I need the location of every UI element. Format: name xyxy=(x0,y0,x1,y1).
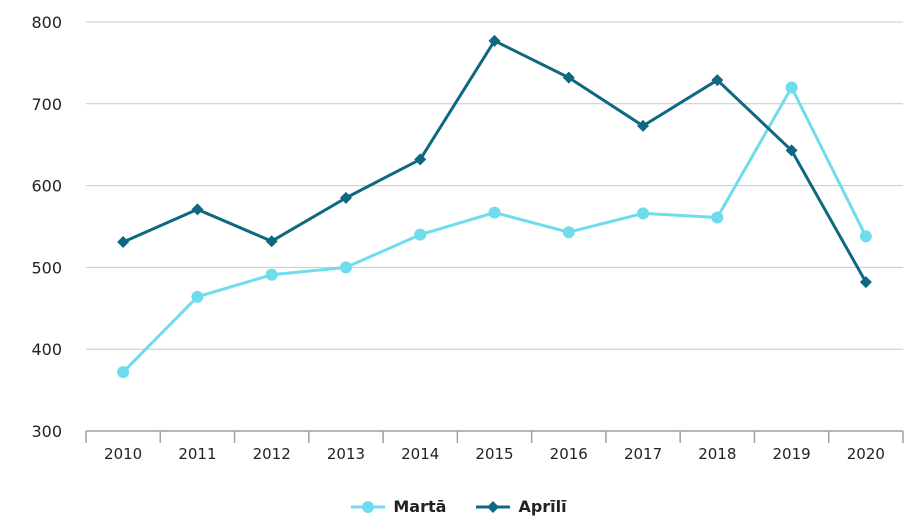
data-point xyxy=(191,290,204,303)
y-tick-label: 500 xyxy=(31,258,62,277)
x-tick-label: 2015 xyxy=(475,445,513,463)
legend-label-aprili: Aprīlī xyxy=(518,497,567,516)
y-tick-label: 400 xyxy=(31,340,62,359)
data-point xyxy=(711,74,724,87)
data-point xyxy=(339,191,352,204)
y-tick-label: 300 xyxy=(31,422,62,441)
data-point xyxy=(785,144,798,157)
legend-diamond-marker-icon xyxy=(476,500,511,513)
data-point xyxy=(265,235,278,248)
data-point xyxy=(711,211,724,224)
data-point xyxy=(785,81,798,94)
data-point xyxy=(859,276,872,289)
x-tick-label: 2013 xyxy=(327,445,365,463)
data-point xyxy=(191,203,204,216)
line-chart: 300 400 500 600 700 800 2010 2011 2012 2013 2014 20… xyxy=(31,13,904,463)
data-point xyxy=(637,119,650,132)
legend-item-aprili[interactable]: Aprīlī xyxy=(476,497,567,516)
x-tick-label: 2010 xyxy=(104,445,142,463)
legend-label-marta: Martā xyxy=(393,497,447,516)
data-point xyxy=(265,268,278,281)
data-point xyxy=(488,34,501,47)
x-tick-label: 2012 xyxy=(253,445,291,463)
data-point xyxy=(859,230,872,243)
y-tick-label: 600 xyxy=(31,177,62,196)
legend-circle-marker-icon xyxy=(351,500,386,513)
x-tick-label: 2017 xyxy=(624,445,662,463)
legend: Martā Aprīlī xyxy=(0,497,918,516)
series-line-0 xyxy=(122,85,868,374)
data-point xyxy=(488,206,501,219)
data-point xyxy=(414,228,427,241)
y-tick-label: 700 xyxy=(31,95,62,114)
data-point xyxy=(562,71,575,84)
data-point xyxy=(117,366,130,379)
data-point xyxy=(117,236,130,249)
x-tick-label: 2019 xyxy=(772,445,810,463)
data-point xyxy=(339,261,352,274)
x-tick-label: 2020 xyxy=(847,445,885,463)
x-tick-label: 2016 xyxy=(550,445,588,463)
y-tick-label: 800 xyxy=(31,13,62,32)
legend-item-marta[interactable]: Martā xyxy=(351,497,446,516)
data-point xyxy=(637,207,650,220)
data-point xyxy=(414,153,427,166)
x-tick-label: 2014 xyxy=(401,445,439,463)
x-tick-label: 2018 xyxy=(698,445,736,463)
x-tick-label: 2011 xyxy=(178,445,216,463)
series-line-1 xyxy=(122,39,868,283)
data-point xyxy=(562,226,575,239)
